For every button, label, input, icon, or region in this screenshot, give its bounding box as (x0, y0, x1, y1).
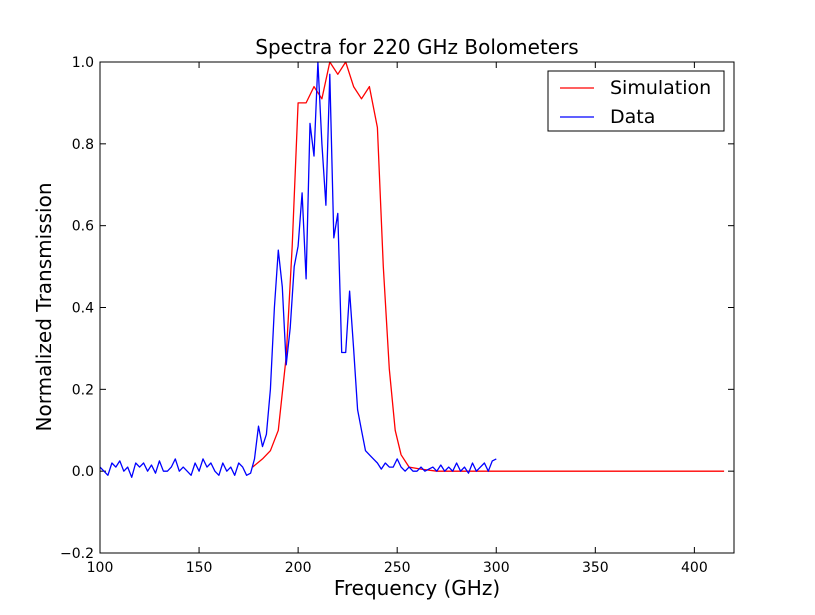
series-line-simulation (252, 61, 725, 472)
x-tick-label: 400 (681, 560, 708, 576)
y-tick-label: 0.8 (72, 137, 94, 153)
x-tick-label: 350 (582, 560, 609, 576)
x-tick-label: 250 (384, 560, 411, 576)
y-tick-label: 0.6 (72, 219, 94, 235)
y-axis-label: Normalized Transmission (32, 183, 56, 432)
y-tick-label: −0.2 (60, 546, 94, 562)
x-tick-label: 100 (87, 560, 114, 576)
y-tick-label: 0.0 (72, 464, 94, 480)
chart-title: Spectra for 220 GHz Bolometers (255, 35, 578, 59)
y-tick-label: 1.0 (72, 55, 94, 71)
legend: Simulation Data (547, 70, 725, 132)
legend-label-simulation: Simulation (610, 77, 711, 99)
series-line-data (99, 61, 497, 478)
legend-label-data: Data (610, 106, 655, 128)
plot-frame (99, 61, 735, 554)
x-tick-label: 300 (483, 560, 510, 576)
series-layer (99, 61, 725, 478)
x-tick-label: 150 (186, 560, 213, 576)
y-tick-label: 0.4 (72, 301, 94, 317)
x-tick-label: 200 (285, 560, 312, 576)
y-tick-label: 0.2 (72, 382, 94, 398)
legend-box (547, 70, 725, 132)
plot-background (100, 62, 734, 553)
axis-ticks: 100 150 200 250 300 350 400 −0.2 0.0 0.2 0.4 0.6 0.8… (60, 55, 734, 576)
x-axis-label: Frequency (GHz) (334, 576, 500, 600)
